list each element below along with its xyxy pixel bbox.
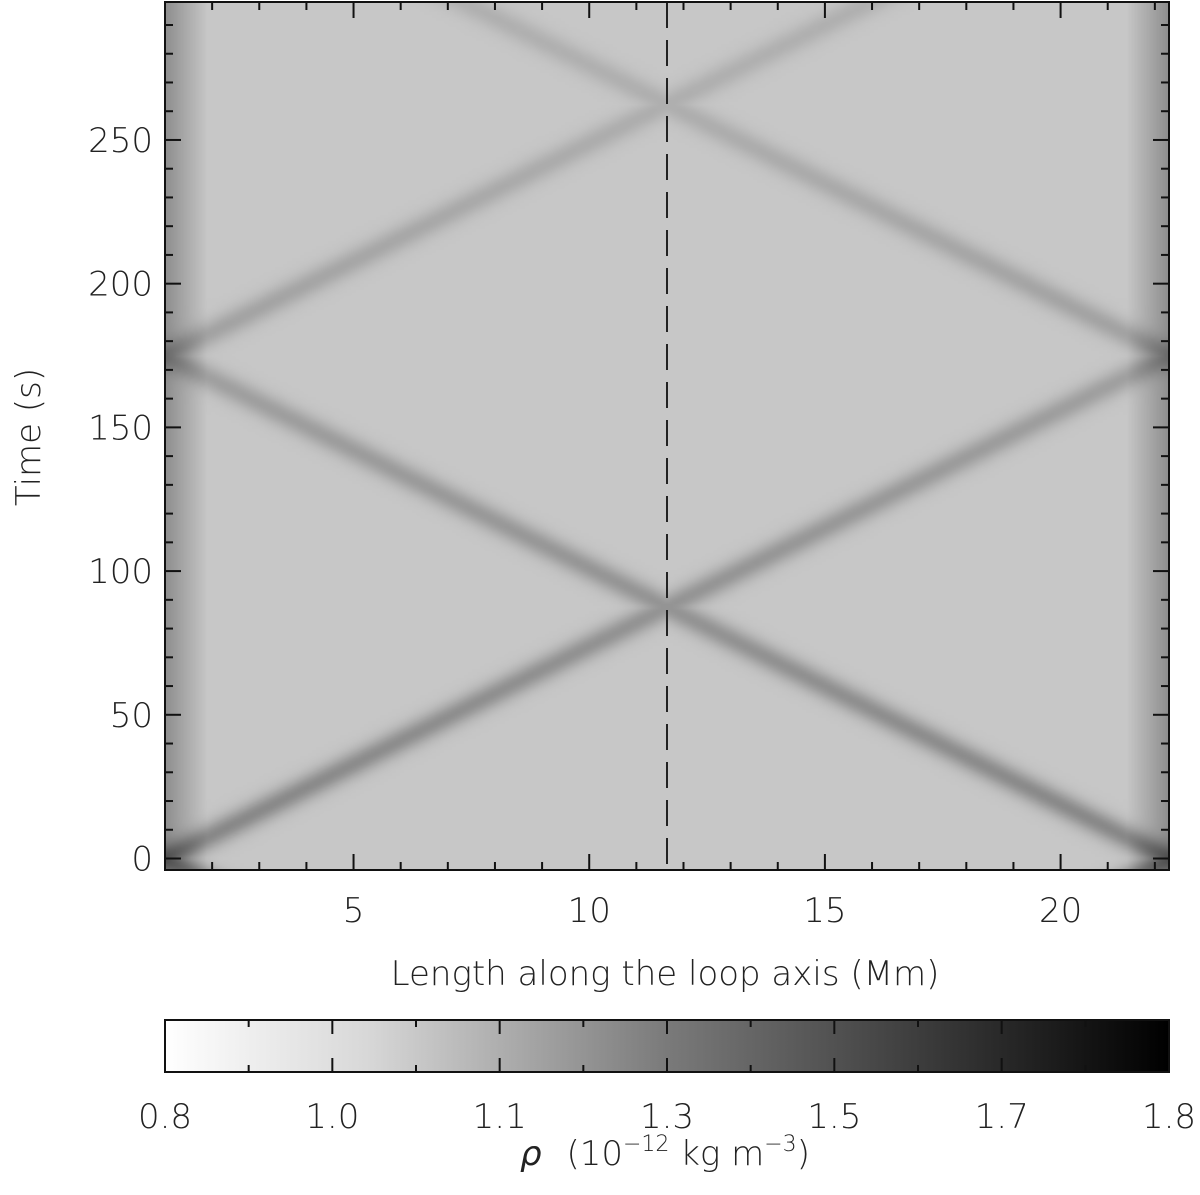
colorbar-label-units-prefix: (10: [566, 1134, 623, 1174]
y-tick-label: 0: [131, 840, 153, 880]
x-tick-label: 10: [568, 891, 611, 931]
colorbar-tick-labels: 0.8 1.0 1.1 1.3 1.5 1.7 1.8: [138, 1097, 1196, 1137]
colorbar-label: ρ (10−12 kg m−3): [520, 1132, 810, 1174]
colorbar-label-units-mid: kg m: [669, 1134, 764, 1174]
x-tick-label: 5: [343, 891, 365, 931]
x-tick-label: 20: [1039, 891, 1082, 931]
y-axis-tick-labels: 0 50 100 150 200 250: [88, 121, 153, 880]
y-tick-label: 50: [110, 696, 153, 736]
colorbar-label-units-suffix: ): [797, 1134, 810, 1174]
colorbar-label-exponent-2: −3: [764, 1132, 796, 1157]
colorbar-tick-label: 0.8: [138, 1097, 192, 1137]
colorbar-tick-label: 1.8: [1142, 1097, 1196, 1137]
x-axis-title: Length along the loop axis (Mm): [391, 954, 940, 994]
y-axis-title: Time (s): [9, 368, 49, 506]
y-tick-label: 150: [88, 408, 153, 448]
x-axis-ticks: [164, 2, 1156, 870]
colorbar-tick-label: 1.7: [975, 1097, 1029, 1137]
colorbar-label-symbol: ρ: [520, 1134, 542, 1174]
colorbar-tick-label: 1.5: [807, 1097, 861, 1137]
plot-frame: [164, 1, 1170, 871]
colorbar-ticks: [164, 1020, 1170, 1072]
y-axis-ticks: [165, 23, 1169, 860]
x-tick-label: 15: [803, 891, 846, 931]
colorbar: 0.8 1.0 1.1 1.3 1.5 1.7 1.8 ρ (10−12 kg m−3): [138, 1019, 1196, 1174]
colorbar-tick-label: 1.1: [473, 1097, 527, 1137]
colorbar-label-exponent: −12: [623, 1132, 669, 1157]
colorbar-tick-label: 1.3: [640, 1097, 694, 1137]
x-axis-tick-labels: 5 10 15 20: [343, 891, 1082, 931]
y-tick-label: 250: [88, 121, 153, 161]
y-tick-label: 100: [88, 552, 153, 592]
y-tick-label: 200: [88, 265, 153, 305]
colorbar-tick-label: 1.0: [305, 1097, 359, 1137]
